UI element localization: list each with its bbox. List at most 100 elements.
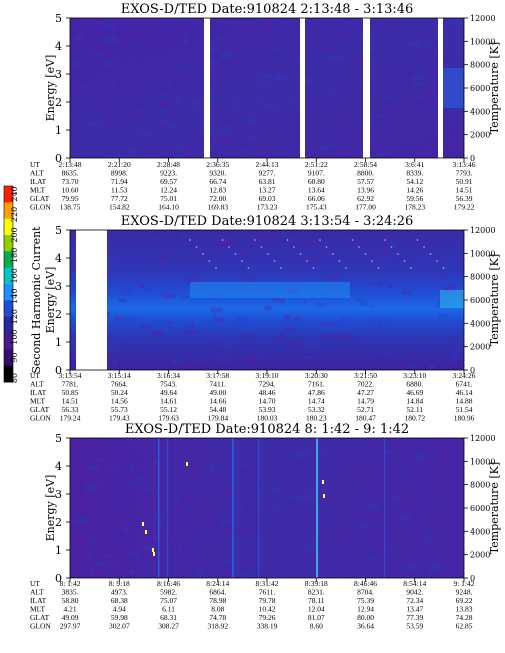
texture-cell <box>233 332 240 336</box>
texture-cell <box>344 122 355 126</box>
orbit-cell: 7161. <box>308 380 325 389</box>
texture-cell <box>106 36 117 42</box>
orbit-cell: 14.51 <box>456 186 473 195</box>
texture-cell <box>292 337 302 341</box>
orbit-cell: 14.70 <box>259 397 276 406</box>
texture-cell <box>427 40 436 45</box>
colorbar-segment <box>4 349 13 367</box>
emission-dot <box>351 239 354 241</box>
texture-cell <box>318 446 324 451</box>
orbit-cell: 75.39 <box>357 596 374 605</box>
texture-cell <box>147 89 151 96</box>
texture-cell <box>232 33 243 38</box>
texture-cell <box>158 255 169 260</box>
energy-tick-label: 0 <box>55 364 62 377</box>
emission-dot <box>325 246 328 248</box>
texture-cell <box>376 114 386 117</box>
texture-cell <box>102 27 109 30</box>
texture-cell <box>249 525 255 531</box>
texture-cell <box>161 109 170 114</box>
texture-cell <box>375 76 386 79</box>
orbit-cell: 68.31 <box>160 613 177 622</box>
orbit-row-label: ILAT <box>30 177 47 186</box>
texture-cell <box>255 512 260 516</box>
orbit-cell: 8800. <box>357 169 374 178</box>
temperature-tick-label: 4000 <box>470 107 490 116</box>
temperature-tick-label: 10000 <box>470 37 495 46</box>
emission-dot <box>345 267 347 269</box>
texture-cell <box>434 272 439 278</box>
colorbar-tick-label: 200 <box>10 227 19 242</box>
texture-cell <box>119 117 123 122</box>
energy-tick-label: 1 <box>55 544 62 557</box>
colorbar-tick-label: 120 <box>10 309 19 324</box>
texture-cell <box>133 18 138 22</box>
texture-cell <box>412 116 420 121</box>
orbit-cell: 13.64 <box>308 186 325 195</box>
texture-cell <box>447 522 455 525</box>
texture-cell <box>196 568 204 575</box>
texture-cell <box>104 59 114 66</box>
texture-cell <box>217 30 223 33</box>
texture-cell <box>362 552 367 558</box>
temperature-axis-label: Temperature [K] <box>488 462 501 554</box>
temperature-tick-label: 10000 <box>470 457 495 466</box>
orbit-cell: 308.27 <box>158 622 179 631</box>
colorbar-tick-label: 220 <box>10 207 19 222</box>
texture-cell <box>222 111 229 118</box>
texture-cell <box>425 33 436 37</box>
texture-cell <box>261 21 273 27</box>
texture-cell <box>172 494 181 500</box>
texture-cell <box>175 148 181 153</box>
texture-cell <box>103 37 117 43</box>
bright-point <box>323 494 325 498</box>
texture-cell <box>397 537 406 540</box>
orbit-cell: 66.74 <box>209 177 226 186</box>
orbit-cell: 14.51 <box>62 397 79 406</box>
colorbar-segment <box>4 218 13 236</box>
texture-cell <box>178 64 189 69</box>
orbit-cell: 62.92 <box>357 194 374 203</box>
orbit-cell: 74.28 <box>456 613 473 622</box>
orbit-cell: 2:36:35 <box>206 160 229 169</box>
texture-cell <box>344 19 349 24</box>
orbit-cell: 9042. <box>406 588 423 597</box>
orbit-cell: 180.03 <box>257 414 278 423</box>
orbit-cell: 72.00 <box>209 194 226 203</box>
texture-cell <box>248 135 257 140</box>
orbit-cell: 49.64 <box>160 388 177 397</box>
texture-cell <box>311 240 320 245</box>
texture-cell <box>355 296 363 302</box>
texture-cell <box>266 28 276 33</box>
texture-cell <box>240 28 250 33</box>
orbit-cell: 318.92 <box>207 622 228 631</box>
texture-cell <box>141 557 150 563</box>
texture-cell <box>275 349 281 353</box>
texture-cell <box>252 90 257 96</box>
orbit-cell: 74.78 <box>209 613 226 622</box>
orbit-cell: 179.22 <box>454 203 475 212</box>
texture-cell <box>185 330 198 334</box>
texture-cell <box>257 522 266 526</box>
colorbar-tick-label: 160 <box>10 268 19 283</box>
emission-dot <box>267 253 269 255</box>
texture-cell <box>124 511 130 515</box>
texture-cell <box>197 360 201 363</box>
orbit-cell: 7411. <box>209 380 226 389</box>
texture-cell <box>457 19 463 25</box>
texture-cell <box>448 283 456 289</box>
texture-cell <box>403 495 408 501</box>
texture-cell <box>447 358 456 362</box>
texture-cell <box>189 484 196 490</box>
texture-cell <box>223 528 236 532</box>
temperature-tick-label: 6000 <box>470 84 490 93</box>
texture-cell <box>206 61 220 67</box>
temperature-tick-label: 12000 <box>470 14 495 23</box>
texture-cell <box>303 21 308 25</box>
texture-cell <box>297 259 308 263</box>
texture-cell <box>142 456 152 461</box>
texture-cell <box>305 250 317 255</box>
orbit-cell: 9320. <box>209 169 226 178</box>
orbit-cell: 9: 1:42 <box>453 579 474 588</box>
texture-cell <box>219 546 227 551</box>
